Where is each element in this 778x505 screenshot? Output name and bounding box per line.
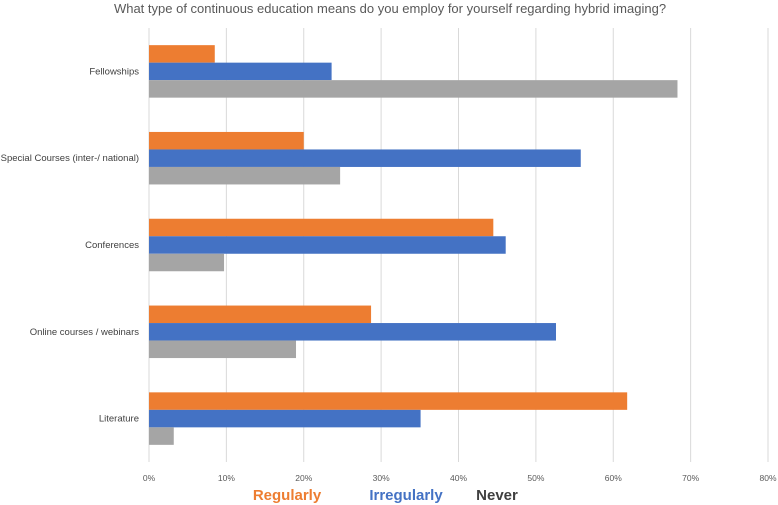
bar-regularly-4: [149, 392, 628, 410]
bar-irregularly-3: [149, 323, 556, 341]
category-label: Special Courses (inter-/ national): [1, 153, 139, 164]
x-tick-label: 50%: [527, 473, 544, 483]
legend-regularly: Regularly: [253, 487, 322, 504]
bar-regularly-2: [149, 218, 494, 237]
x-tick-label: 40%: [450, 473, 467, 483]
legend-irregularly: Irregularly: [369, 487, 443, 504]
legend-never: Never: [476, 487, 518, 504]
bar-irregularly-4: [149, 409, 421, 428]
bar-irregularly-0: [149, 62, 332, 81]
bar-never-3: [149, 340, 297, 359]
bars: [149, 45, 678, 445]
x-tick-label: 30%: [373, 473, 390, 483]
bar-irregularly-2: [149, 236, 506, 254]
bar-regularly-1: [149, 131, 304, 150]
bar-never-4: [149, 427, 174, 445]
bar-never-0: [149, 80, 678, 98]
legend: Regularly Irregularly Never: [253, 487, 518, 504]
category-label: Literature: [99, 414, 139, 425]
x-tick-label: 10%: [218, 473, 235, 483]
category-label: Online courses / webinars: [30, 327, 140, 338]
bar-never-2: [149, 253, 225, 272]
bar-regularly-0: [149, 45, 215, 63]
category-label: Fellowships: [89, 66, 139, 77]
x-tick-label: 60%: [605, 473, 622, 483]
x-tick-label: 80%: [759, 473, 776, 483]
bar-never-1: [149, 166, 341, 185]
category-labels: Fellowships Special Courses (inter-/ nati…: [1, 66, 140, 424]
x-tick-label: 0%: [143, 473, 156, 483]
category-label: Conferences: [85, 240, 139, 251]
x-tick-label: 20%: [295, 473, 312, 483]
x-tick-label: 70%: [682, 473, 699, 483]
x-tick-labels: 0% 10% 20% 30% 40% 50% 60% 70% 80%: [143, 473, 777, 483]
bar-regularly-3: [149, 305, 372, 324]
bar-irregularly-1: [149, 149, 581, 167]
chart-title: What type of continuous education means …: [114, 1, 666, 16]
